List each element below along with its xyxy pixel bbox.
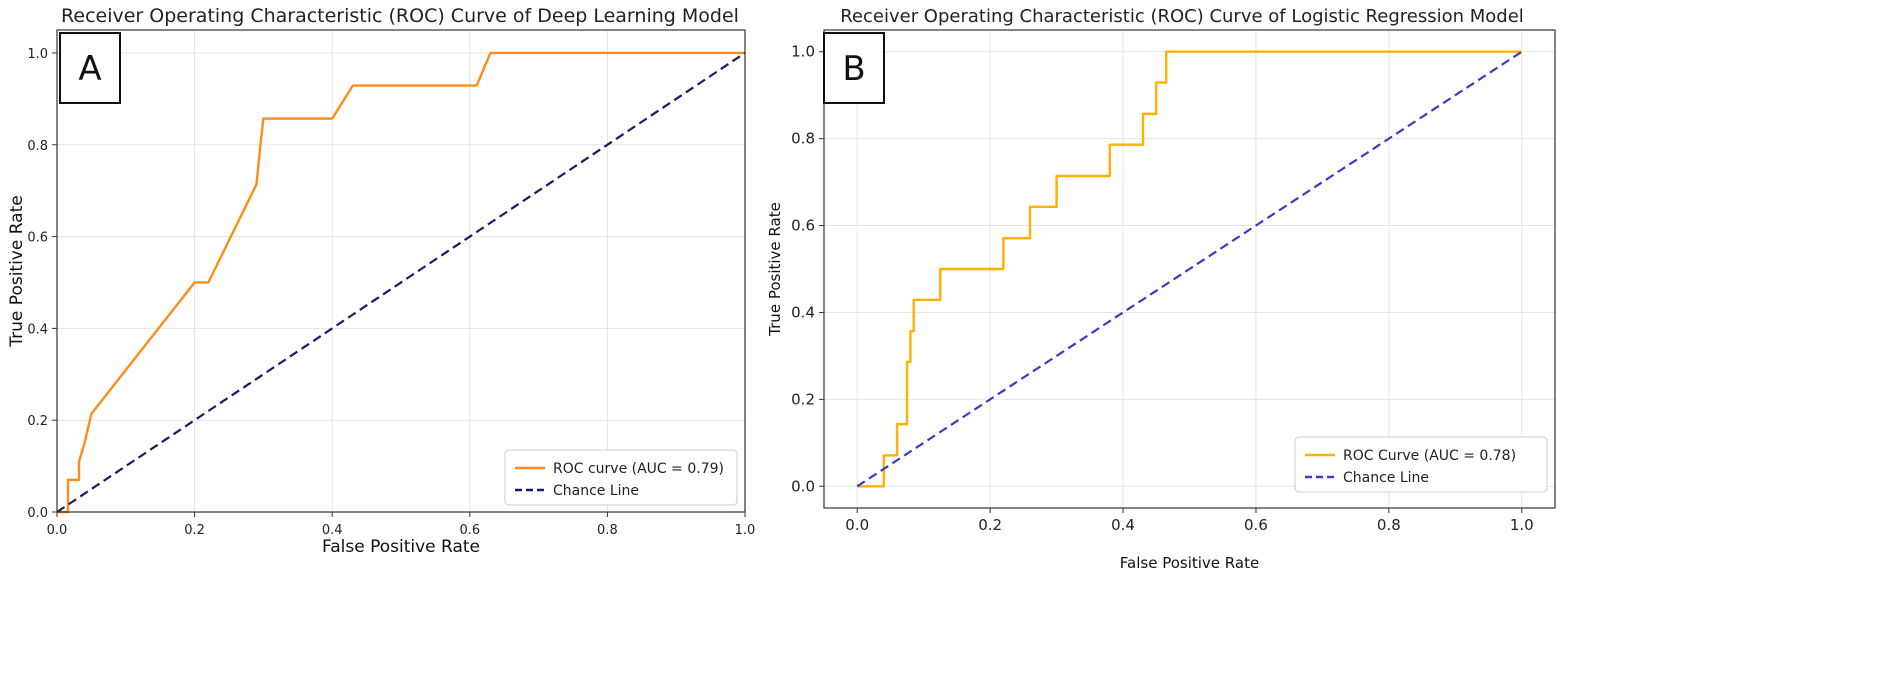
chance-line [56,52,746,513]
x-tick-label: 0.2 [978,516,1002,534]
x-tick-label: 0.2 [184,523,205,538]
x-tick-label: 0.4 [1111,516,1135,534]
legend-box [1294,436,1548,493]
chance-line [856,50,1523,488]
chart-panel-b: 0.0 0.2 0.4 0.6 0.8 1.0 0.0 0.2 0.4 0.6 0.8 1.0 Rece… [766,6,1556,572]
panel-label: B [842,49,865,89]
y-axis-label: True Positive Rate [766,202,784,337]
y-tick-label: 0.0 [791,477,815,495]
panel-label-box [823,32,885,104]
y-axis-label: True Positive Rate [7,195,27,347]
legend-label: Chance Line [1343,470,1429,486]
panel-label: A [78,49,101,89]
y-tick-label: 0.8 [791,130,815,148]
roc-curve-line [857,50,1522,488]
x-tick-label: 0.6 [459,523,480,538]
legend-box [504,449,738,506]
y-tick-label: 0.6 [27,231,48,246]
x-tick-label: 0.6 [1244,516,1268,534]
chart-panel-a: 0.0 0.2 0.4 0.6 0.8 1.0 0.0 0.2 0.4 0.6 0.8 1.0 Rece… [7,5,755,557]
axes-frame [56,29,746,513]
x-tick-label: 1.0 [735,523,756,538]
y-tick-label: 0.0 [27,506,48,521]
y-tick-label: 0.4 [27,322,48,337]
y-tick-label: 0.8 [27,139,48,154]
legend-label: Chance Line [553,483,639,499]
x-tick-label: 0.0 [47,523,68,538]
x-tick-label: 0.8 [597,523,618,538]
y-tick-label: 0.2 [27,414,48,429]
x-axis-label: False Positive Rate [322,537,480,557]
legend-label: ROC curve (AUC = 0.79) [553,461,724,477]
x-axis-label: False Positive Rate [1120,554,1259,572]
y-tick-label: 0.4 [791,303,815,321]
x-tick-label: 0.4 [322,523,343,538]
y-tick-label: 0.2 [791,390,815,408]
y-tick-label: 0.6 [791,217,815,235]
chart-title: Receiver Operating Characteristic (ROC) … [61,5,739,27]
x-tick-label: 0.0 [845,516,869,534]
axes-frame [823,29,1556,509]
y-tick-label: 1.0 [27,47,48,62]
roc-curve-line [57,51,745,514]
plot-area [57,30,745,512]
legend-label: ROC Curve (AUC = 0.78) [1343,448,1516,464]
chart-title: Receiver Operating Characteristic (ROC) … [840,6,1524,27]
x-tick-label: 0.8 [1377,516,1401,534]
panel-label-box [59,32,121,104]
y-tick-label: 1.0 [791,43,815,61]
x-tick-label: 1.0 [1510,516,1534,534]
